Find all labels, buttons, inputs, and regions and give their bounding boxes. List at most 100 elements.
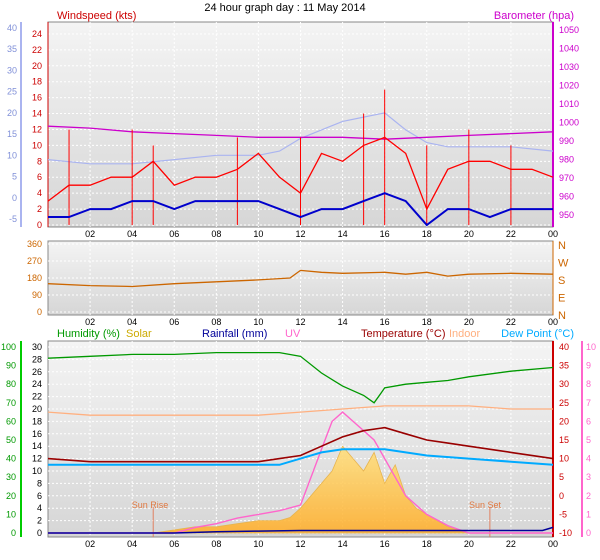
labels-layer: 024681012141618202224-505101520253035409… [1, 23, 596, 549]
outer-left-tick-label: 30 [7, 65, 17, 75]
outer-left-tick-label: 25 [7, 87, 17, 97]
sun-rise-label: Sun Rise [132, 500, 169, 510]
humidity-tick-label: 80 [6, 379, 16, 389]
humidity-tick-label: 90 [6, 361, 16, 371]
x-tick-label: 18 [422, 317, 432, 327]
series-average-windspeed [48, 192, 553, 227]
outer-left-tick-label: 20 [7, 108, 17, 118]
page-title: 24 hour graph day : 11 May 2014 [204, 2, 365, 14]
x-tick-label: 22 [506, 539, 516, 549]
x-tick-label: 18 [422, 539, 432, 549]
direction-tick-label: 360 [27, 239, 42, 249]
x-tick-label: 06 [169, 539, 179, 549]
windspeed-tick-label: 20 [32, 61, 42, 71]
windspeed-tick-label: 22 [32, 45, 42, 55]
windspeed-tick-label: 12 [32, 124, 42, 134]
x-tick-label: 04 [127, 229, 137, 239]
x-tick-label: 20 [464, 317, 474, 327]
windspeed-tick-label: 2 [37, 204, 42, 214]
compass-tick-label: N [558, 310, 566, 322]
outer-left-tick-label: 40 [7, 23, 17, 33]
temperature-tick-label: 8 [37, 478, 42, 488]
temperature-tick-label: 14 [32, 441, 42, 451]
x-tick-label: 02 [85, 317, 95, 327]
right-temperature-tick-label: 40 [559, 342, 569, 352]
uv-tick-label: 10 [586, 342, 596, 352]
compass-tick-label: N [558, 240, 566, 252]
uv-tick-label: 6 [586, 416, 591, 426]
x-tick-label: 16 [380, 317, 390, 327]
humidity-tick-label: 40 [6, 454, 16, 464]
temperature-tick-label: 30 [32, 342, 42, 352]
temperature-tick-label: 26 [32, 367, 42, 377]
humidity-tick-label: 0 [11, 528, 16, 538]
x-tick-label: 12 [295, 229, 305, 239]
humidity-tick-label: 100 [1, 342, 16, 352]
x-tick-label: 10 [253, 539, 263, 549]
x-tick-label: 14 [338, 317, 348, 327]
humidity-tick-label: 20 [6, 491, 16, 501]
temperature-tick-label: 2 [37, 516, 42, 526]
series-wind-chill [47, 112, 554, 165]
barometer-tick-label: 990 [559, 136, 574, 146]
direction-tick-label: 90 [32, 290, 42, 300]
direction-tick-label: 180 [27, 273, 42, 283]
x-tick-label: 08 [211, 539, 221, 549]
windspeed-tick-label: 0 [37, 220, 42, 230]
temperature-tick-label: 10 [32, 466, 42, 476]
temperature-tick-label: 28 [32, 354, 42, 364]
x-tick-label: 14 [338, 539, 348, 549]
x-tick-label: 00 [548, 229, 558, 239]
uv-tick-label: 0 [586, 528, 591, 538]
series-temperature [47, 426, 554, 463]
x-tick-label: 14 [338, 229, 348, 239]
x-tick-label: 04 [127, 317, 137, 327]
series-humidity [47, 351, 554, 404]
x-tick-label: 10 [253, 229, 263, 239]
x-tick-label: 12 [295, 539, 305, 549]
outer-left-tick-label: 10 [7, 150, 17, 160]
series-uv [48, 411, 553, 534]
x-tick-label: 04 [127, 539, 137, 549]
right-temperature-tick-label: -10 [559, 528, 572, 538]
x-tick-label: 20 [464, 539, 474, 549]
x-tick-label: 08 [211, 317, 221, 327]
compass-tick-label: W [558, 258, 569, 270]
right-temperature-tick-label: 5 [559, 472, 564, 482]
direction-tick-label: 0 [37, 307, 42, 317]
barometer-tick-label: 980 [559, 155, 574, 165]
windspeed-tick-label: 18 [32, 77, 42, 87]
x-tick-label: 16 [380, 539, 390, 549]
outer-left-tick-label: 5 [12, 172, 17, 182]
barometer-tick-label: 1040 [559, 44, 579, 54]
uv-tick-label: 9 [586, 361, 591, 371]
humidity-tick-label: 10 [6, 509, 16, 519]
x-tick-label: 20 [464, 229, 474, 239]
windspeed-tick-label: 10 [32, 140, 42, 150]
right-temperature-tick-label: 30 [559, 379, 569, 389]
barometer-tick-label: 1030 [559, 62, 579, 72]
x-tick-label: 16 [380, 229, 390, 239]
windspeed-tick-label: 16 [32, 93, 42, 103]
right-temperature-tick-label: 10 [559, 454, 569, 464]
barometer-tick-label: 1050 [559, 25, 579, 35]
temperature-tick-label: 24 [32, 379, 42, 389]
temperature-tick-label: 16 [32, 429, 42, 439]
x-tick-label: 12 [295, 317, 305, 327]
windspeed-tick-label: 6 [37, 172, 42, 182]
compass-tick-label: E [558, 293, 565, 305]
uv-tick-label: 8 [586, 379, 591, 389]
x-tick-label: 08 [211, 229, 221, 239]
barometer-axis-title: Barometer (hpa) [494, 10, 574, 22]
compass-tick-label: S [558, 275, 565, 287]
temperature-tick-label: 0 [37, 528, 42, 538]
windspeed-tick-label: 24 [32, 29, 42, 39]
outer-left-tick-label: 0 [12, 193, 17, 203]
direction-tick-label: 270 [27, 256, 42, 266]
x-tick-label: 02 [85, 539, 95, 549]
barometer-tick-label: 970 [559, 173, 574, 183]
legend-indoor: Indoor [449, 328, 481, 340]
x-tick-label: 18 [422, 229, 432, 239]
